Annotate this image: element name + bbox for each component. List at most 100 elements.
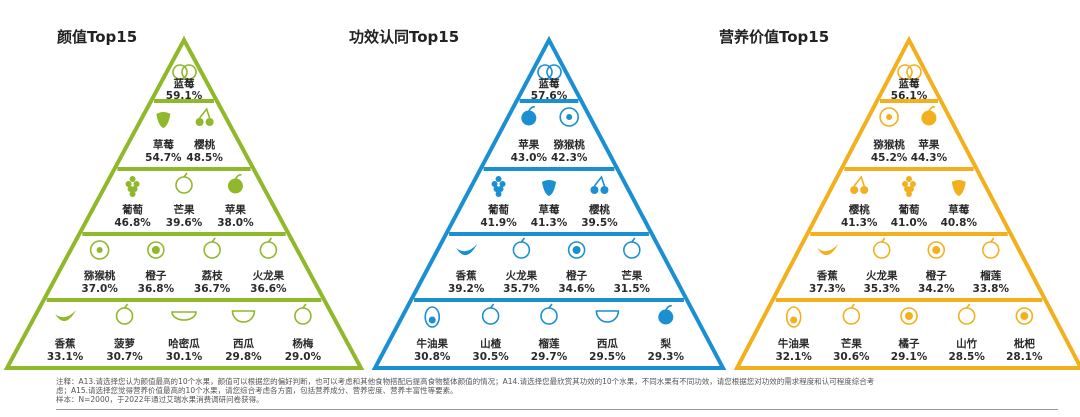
fruit-name-label: 草莓 [153,138,174,151]
pyramid-outline [733,35,1080,370]
pyramid-outline [3,35,365,370]
durian-icon [981,237,1000,259]
grape-icon [902,176,916,197]
fruit-value-label: 30.8% [414,351,451,363]
fruit-value-label: 44.3% [911,152,948,164]
fruit-value-label: 29.5% [589,351,626,363]
fruit-name-label: 橙子 [145,269,166,282]
fruit-value-label: 56.1% [891,90,928,102]
durian-icon [540,303,558,325]
fruit-value-label: 30.7% [106,351,143,363]
fruit-name-label: 火龙果 [506,269,538,282]
fruit-name-label: 葡萄 [121,203,143,216]
fruit-name-label: 榴莲 [980,269,1001,282]
apple-icon [521,106,537,126]
fruit-name-label: 葡萄 [898,203,920,216]
fruit-value-label: 34.2% [918,283,955,295]
pyramid-title-appearance: 颜值Top15 [57,28,138,46]
dragonfruit-icon [512,237,531,259]
fruit-value-label: 29.3% [648,351,685,363]
fruit-name-label: 火龙果 [253,269,285,282]
fruit-name-label: 杨梅 [292,337,313,350]
fruit-name-label: 猕猴桃 [83,269,116,282]
fruit-value-label: 43.0% [511,152,548,164]
pineapple-icon [115,303,134,325]
strawberry-icon [542,180,556,196]
fruit-name-label: 樱桃 [589,203,610,216]
banana-icon [55,310,77,322]
fruit-name-label: 芒果 [174,203,195,216]
fruit-name-label: 猕猴桃 [552,138,585,151]
kiwi-icon [559,107,579,127]
fruit-value-label: 31.5% [614,283,651,295]
footnote-line-2: 虑；A15.请选择您觉得营养价值最高的10个水果，请您综合考虑各方面，包括营养成… [56,386,458,395]
fruit-value-label: 41.0% [891,217,928,229]
fruit-name-label: 蓝莓 [539,77,560,90]
apple-icon [227,174,243,194]
fruit-name-label: 西瓜 [233,338,254,350]
fruit-value-label: 57.6% [531,90,568,102]
avocado-icon [785,306,802,328]
fruit-value-label: 28.1% [1006,351,1043,363]
dragonfruit-icon [872,237,891,259]
fruit-value-label: 33.1% [47,351,84,363]
fruit-value-label: 36.6% [250,283,287,295]
fruit-name-label: 葡萄 [487,203,509,216]
fruit-name-label: 香蕉 [455,269,477,282]
fruit-name-label: 哈密瓜 [168,337,200,350]
fruit-value-label: 29.1% [891,351,928,363]
fruit-name-label: 草莓 [539,203,560,216]
fruit-value-label: 46.8% [114,217,151,229]
cherry-icon [195,107,214,126]
hawthorn-icon [481,303,500,325]
fruit-name-label: 樱桃 [849,203,870,216]
fruit-value-label: 38.0% [217,217,254,229]
fruit-value-label: 39.5% [581,217,618,229]
fruit-value-label: 30.6% [833,351,870,363]
blueberry-icon [897,64,922,80]
mango-icon [842,303,861,325]
pyramid-title-efficacy: 功效认同Top15 [349,28,460,46]
fruit-name-label: 枇杷 [1014,337,1036,350]
cherry-icon [590,175,609,194]
fruit-value-label: 59.1% [166,90,203,102]
kiwi-icon [879,107,899,127]
fruit-value-label: 39.6% [166,217,203,229]
fruit-value-label: 29.0% [285,351,322,363]
strawberry-icon [951,180,966,196]
fruit-value-label: 41.3% [531,217,568,229]
orange-icon [567,241,586,259]
fruit-value-label: 32.1% [775,351,812,363]
fruit-value-label: 41.3% [841,217,878,229]
bottom-rule [56,409,1058,410]
fruit-value-label: 45.2% [871,152,908,164]
loquat-icon [1015,307,1034,325]
fruit-value-label: 36.7% [194,283,231,295]
mango-icon [623,237,641,259]
fruit-name-label: 草莓 [948,203,969,216]
avocado-icon [424,306,441,328]
apple-icon [921,106,937,126]
blueberry-icon [537,64,562,80]
tangerine-icon [900,307,918,325]
cherry-icon [850,175,869,194]
fruit-name-label: 蓝莓 [899,77,920,90]
fruit-name-label: 猕猴桃 [872,138,905,151]
pyramid-outline [371,35,727,370]
pyramid-title-nutrition: 营养价值Top15 [719,28,830,46]
pyramid-1: 蓝莓57.6%苹果43.0%猕猴桃42.3%葡萄41.9%草莓41.3%樱桃39… [371,35,727,370]
mango-icon [175,172,193,194]
lychee-icon [203,237,221,259]
banana-icon [456,244,478,256]
watermelon-icon [595,310,620,323]
footnote-line-1: 注释：A13.请选择您认为颜值最高的10个水果，颜值可以根据您的偏好判断，也可以… [56,377,875,386]
fruit-name-label: 橙子 [926,269,947,282]
fruit-value-label: 35.7% [503,283,540,295]
fruit-name-label: 梨 [660,337,672,350]
fruit-name-label: 山楂 [480,337,501,350]
fruit-name-label: 火龙果 [866,269,898,282]
strawberry-icon [156,112,171,128]
blueberry-icon [172,64,197,80]
